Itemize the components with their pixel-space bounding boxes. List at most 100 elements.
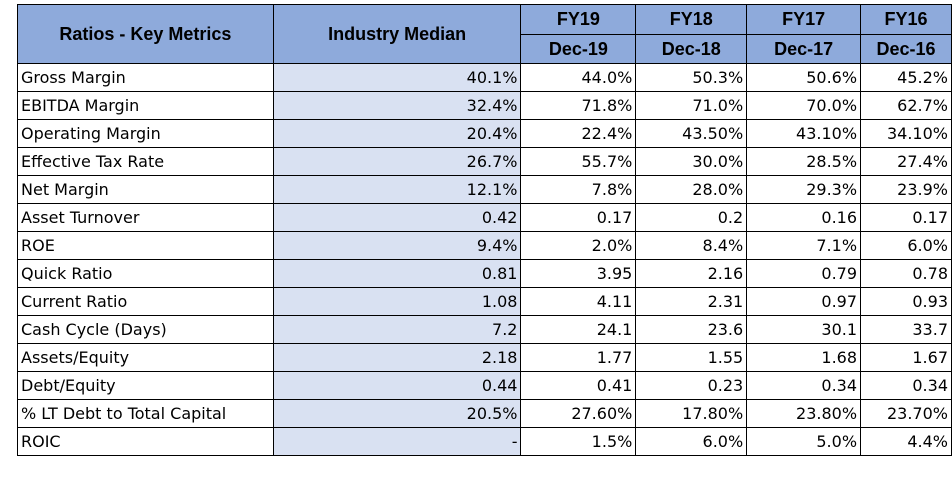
header-row-fiscal-year: Ratios - Key Metrics Industry Median FY1… [17, 4, 952, 64]
value-cell: 4.11 [520, 287, 637, 316]
value-cell: 0.16 [746, 203, 862, 232]
value-cell: 2.0% [520, 231, 637, 260]
header-period-col-2: Dec-18 [635, 34, 748, 64]
table-row: ROE 9.4% 2.0% 8.4% 7.1% 6.0% [17, 231, 952, 260]
industry-median-cell: 20.5% [272, 399, 522, 428]
industry-median-cell: 2.18 [272, 343, 522, 372]
value-cell: 28.5% [746, 147, 862, 176]
value-cell: 0.34 [746, 371, 862, 400]
value-cell: 1.5% [520, 427, 637, 456]
value-cell: 27.4% [860, 147, 952, 176]
header-metric: Ratios - Key Metrics [17, 4, 274, 64]
value-cell: 17.80% [635, 399, 748, 428]
value-cell: 0.79 [746, 259, 862, 288]
value-cell: 1.68 [746, 343, 862, 372]
header-fy-col-1: FY19 [520, 4, 637, 35]
industry-median-cell: 1.08 [272, 287, 522, 316]
value-cell: 6.0% [635, 427, 748, 456]
value-cell: 3.95 [520, 259, 637, 288]
value-cell: 23.6 [635, 315, 748, 344]
table-row: Quick Ratio 0.81 3.95 2.16 0.79 0.78 [17, 259, 952, 288]
value-cell: 7.8% [520, 175, 637, 204]
value-cell: 0.41 [520, 371, 637, 400]
value-cell: 6.0% [860, 231, 952, 260]
industry-median-cell: 0.81 [272, 259, 522, 288]
table-row: EBITDA Margin 32.4% 71.8% 71.0% 70.0% 62.7% [17, 91, 952, 120]
value-cell: 28.0% [635, 175, 748, 204]
metric-label: Net Margin [17, 175, 274, 204]
value-cell: 1.77 [520, 343, 637, 372]
header-fy-col-4: FY16 [860, 4, 952, 35]
value-cell: 33.7 [860, 315, 952, 344]
metric-label: Effective Tax Rate [17, 147, 274, 176]
value-cell: 0.23 [635, 371, 748, 400]
industry-median-cell: 32.4% [272, 91, 522, 120]
table-row: ROIC -1.5% 6.0% 5.0% 4.4% [17, 427, 952, 456]
value-cell: 55.7% [520, 147, 637, 176]
value-cell: 0.2 [635, 203, 748, 232]
value-cell: 0.34 [860, 371, 952, 400]
table-row: Gross Margin 40.1% 44.0% 50.3% 50.6% 45.2% [17, 63, 952, 92]
metric-label: Quick Ratio [17, 259, 274, 288]
metric-label: EBITDA Margin [17, 91, 274, 120]
value-cell: 50.3% [635, 63, 748, 92]
header-industry-median: Industry Median [272, 4, 522, 64]
industry-median-cell: - [272, 427, 522, 456]
table-row: Assets/Equity 2.18 1.77 1.55 1.68 1.67 [17, 343, 952, 372]
value-cell: 23.9% [860, 175, 952, 204]
value-cell: 50.6% [746, 63, 862, 92]
header-fy-col-3: FY17 [746, 4, 862, 35]
table-row: Operating Margin 20.4% 22.4% 43.50% 43.10% 34… [17, 119, 952, 148]
table-body: Gross Margin 40.1% 44.0% 50.3% 50.6% 45.2% EBI… [17, 63, 952, 456]
value-cell: 1.55 [635, 343, 748, 372]
value-cell: 0.78 [860, 259, 952, 288]
value-cell: 23.70% [860, 399, 952, 428]
value-cell: 29.3% [746, 175, 862, 204]
table-row: Cash Cycle (Days) 7.2 24.1 23.6 30.1 33.7 [17, 315, 952, 344]
value-cell: 5.0% [746, 427, 862, 456]
value-cell: 0.17 [860, 203, 952, 232]
table-row: % LT Debt to Total Capital 20.5% 27.60% 17.… [17, 399, 952, 428]
value-cell: 62.7% [860, 91, 952, 120]
metric-label: Gross Margin [17, 63, 274, 92]
industry-median-cell: 20.4% [272, 119, 522, 148]
header-fy-col-2: FY18 [635, 4, 748, 35]
value-cell: 23.80% [746, 399, 862, 428]
industry-median-cell: 7.2 [272, 315, 522, 344]
metric-label: ROE [17, 231, 274, 260]
metric-label: Cash Cycle (Days) [17, 315, 274, 344]
industry-median-cell: 12.1% [272, 175, 522, 204]
industry-median-cell: 0.44 [272, 371, 522, 400]
industry-median-cell: 0.42 [272, 203, 522, 232]
metric-label: Assets/Equity [17, 343, 274, 372]
industry-median-cell: 40.1% [272, 63, 522, 92]
key-metrics-table: Ratios - Key Metrics Industry Median FY1… [17, 4, 952, 456]
value-cell: 8.4% [635, 231, 748, 260]
table-row: Effective Tax Rate 26.7% 55.7% 30.0% 28.5% 27… [17, 147, 952, 176]
value-cell: 7.1% [746, 231, 862, 260]
value-cell: 2.31 [635, 287, 748, 316]
value-cell: 71.8% [520, 91, 637, 120]
table-header: Ratios - Key Metrics Industry Median FY1… [17, 4, 952, 64]
header-period-col-4: Dec-16 [860, 34, 952, 64]
table-row: Current Ratio 1.08 4.11 2.31 0.97 0.93 [17, 287, 952, 316]
value-cell: 43.50% [635, 119, 748, 148]
industry-median-cell: 9.4% [272, 231, 522, 260]
header-row-period: Dec-19 Dec-18 Dec-17 Dec-16 [18, 34, 952, 64]
value-cell: 30.1 [746, 315, 862, 344]
value-cell: 70.0% [746, 91, 862, 120]
value-cell: 4.4% [860, 427, 952, 456]
metric-label: Current Ratio [17, 287, 274, 316]
header-period-col-3: Dec-17 [746, 34, 862, 64]
value-cell: 71.0% [635, 91, 748, 120]
metric-label: Asset Turnover [17, 203, 274, 232]
industry-median-cell: 26.7% [272, 147, 522, 176]
value-cell: 27.60% [520, 399, 637, 428]
value-cell: 0.17 [520, 203, 637, 232]
metric-label: % LT Debt to Total Capital [17, 399, 274, 428]
metric-label: Operating Margin [17, 119, 274, 148]
table-row: Net Margin 12.1% 7.8% 28.0% 29.3% 23.9% [17, 175, 952, 204]
header-period-col-1: Dec-19 [520, 34, 637, 64]
value-cell: 45.2% [860, 63, 952, 92]
value-cell: 2.16 [635, 259, 748, 288]
